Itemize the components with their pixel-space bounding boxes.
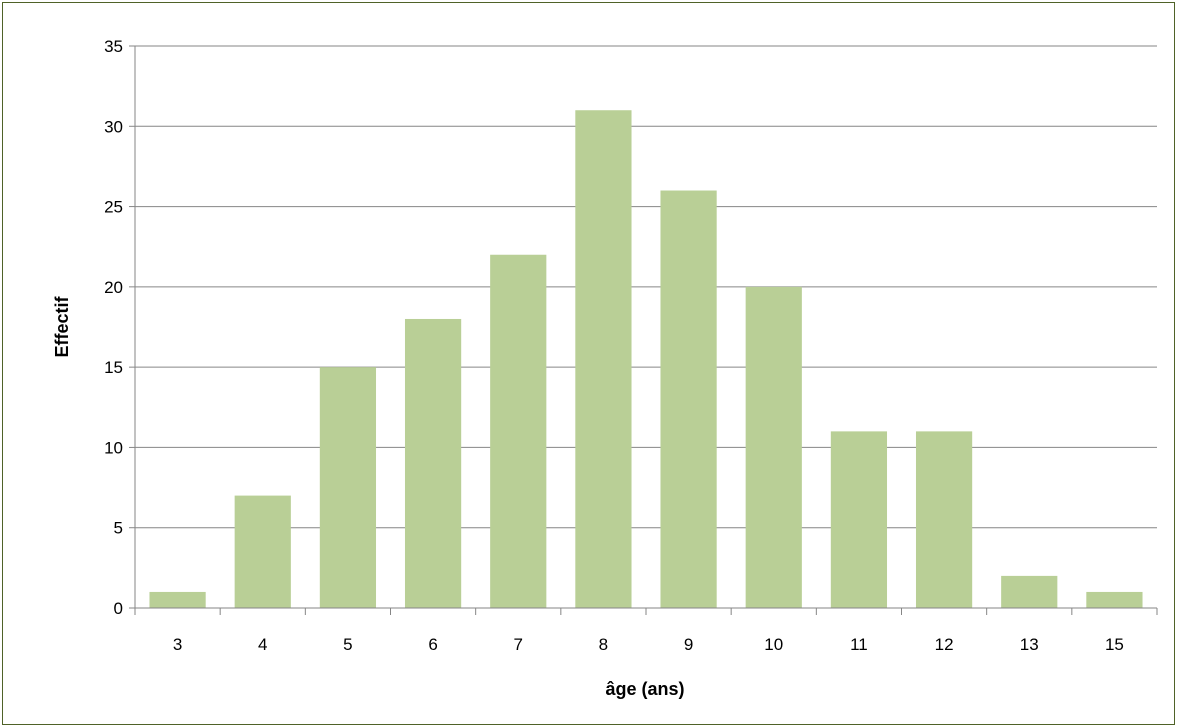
bar-10 <box>745 286 802 608</box>
x-axis-title: âge (ans) <box>605 679 684 699</box>
x-tick-label: 9 <box>684 635 693 654</box>
x-tick-label: 5 <box>343 635 352 654</box>
bar-3 <box>149 591 206 608</box>
x-tick-label: 10 <box>764 635 783 654</box>
x-tick-label: 8 <box>599 635 608 654</box>
y-tick-label: 35 <box>104 37 123 56</box>
x-tick-label: 13 <box>1020 635 1039 654</box>
bar-5 <box>319 367 377 608</box>
x-tick-label: 11 <box>850 635 868 654</box>
bar-9 <box>660 190 717 608</box>
y-tick-label: 25 <box>104 198 123 217</box>
bar-4 <box>234 495 291 608</box>
y-tick-label: 0 <box>114 599 123 618</box>
axes <box>129 45 1158 615</box>
x-tick-labels: 3 4 5 6 7 8 9 10 11 12 13 15 <box>173 635 1124 654</box>
x-tick-label: 12 <box>935 635 954 654</box>
y-tick-labels: 0 5 10 15 20 25 30 35 <box>104 37 123 618</box>
bar-7 <box>490 254 547 608</box>
y-tick-label: 10 <box>104 438 123 457</box>
y-tick-label: 30 <box>104 117 123 136</box>
bar-6 <box>404 318 462 608</box>
bar-12 <box>915 431 973 608</box>
gridlines <box>135 45 1157 529</box>
x-tick-label: 7 <box>514 635 523 654</box>
y-tick-label: 5 <box>114 519 123 538</box>
y-tick-label: 20 <box>104 278 123 297</box>
bar-8 <box>575 110 632 608</box>
y-axis-title: Effectif <box>52 295 72 357</box>
bar-13 <box>1001 575 1058 608</box>
x-tick-label: 4 <box>258 635 267 654</box>
x-tick-label: 6 <box>428 635 437 654</box>
bar-11 <box>830 431 888 608</box>
bars <box>149 110 1143 608</box>
x-tick-label: 15 <box>1105 635 1124 654</box>
y-tick-label: 15 <box>104 358 123 377</box>
bar-15 <box>1086 591 1143 608</box>
x-tick-label: 3 <box>173 635 182 654</box>
